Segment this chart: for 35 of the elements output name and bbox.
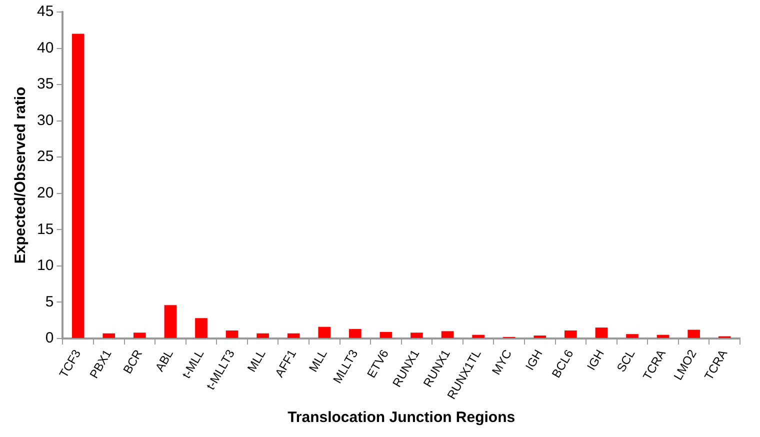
bar bbox=[72, 34, 84, 338]
x-tick-label: MLL bbox=[244, 346, 268, 374]
y-tick-label: 20 bbox=[36, 184, 54, 202]
y-tick-label: 40 bbox=[36, 39, 54, 56]
bar bbox=[656, 334, 670, 338]
bar bbox=[226, 330, 238, 338]
bar bbox=[688, 330, 700, 338]
bar bbox=[380, 332, 392, 338]
bar bbox=[256, 333, 269, 338]
x-tick-label: SCL bbox=[614, 346, 638, 374]
bar bbox=[195, 318, 208, 338]
bar bbox=[318, 326, 331, 338]
x-axis-title: Translocation Junction Regions bbox=[288, 409, 516, 426]
bar bbox=[472, 334, 484, 338]
x-tick-label: ABL bbox=[152, 346, 176, 374]
y-tick-label: 10 bbox=[36, 257, 54, 274]
bar bbox=[287, 333, 300, 338]
y-axis-title: Expected/Observed ratio bbox=[12, 86, 30, 264]
bar bbox=[133, 332, 146, 338]
y-tick-label: 30 bbox=[36, 112, 54, 129]
y-tick-label: 0 bbox=[45, 330, 54, 347]
y-tick-label: 5 bbox=[45, 293, 54, 310]
bar bbox=[410, 332, 423, 338]
bar bbox=[164, 305, 177, 338]
bar bbox=[626, 334, 638, 338]
bar bbox=[564, 330, 577, 338]
x-tick-label: MLL bbox=[306, 346, 330, 374]
y-tick-label: 15 bbox=[36, 220, 54, 238]
bar bbox=[349, 329, 362, 338]
y-tick-label: 45 bbox=[36, 3, 54, 20]
bar bbox=[102, 333, 116, 338]
y-tick-label: 35 bbox=[36, 76, 54, 93]
bar bbox=[441, 331, 454, 338]
bar bbox=[595, 328, 608, 338]
y-tick-label: 25 bbox=[36, 148, 54, 166]
